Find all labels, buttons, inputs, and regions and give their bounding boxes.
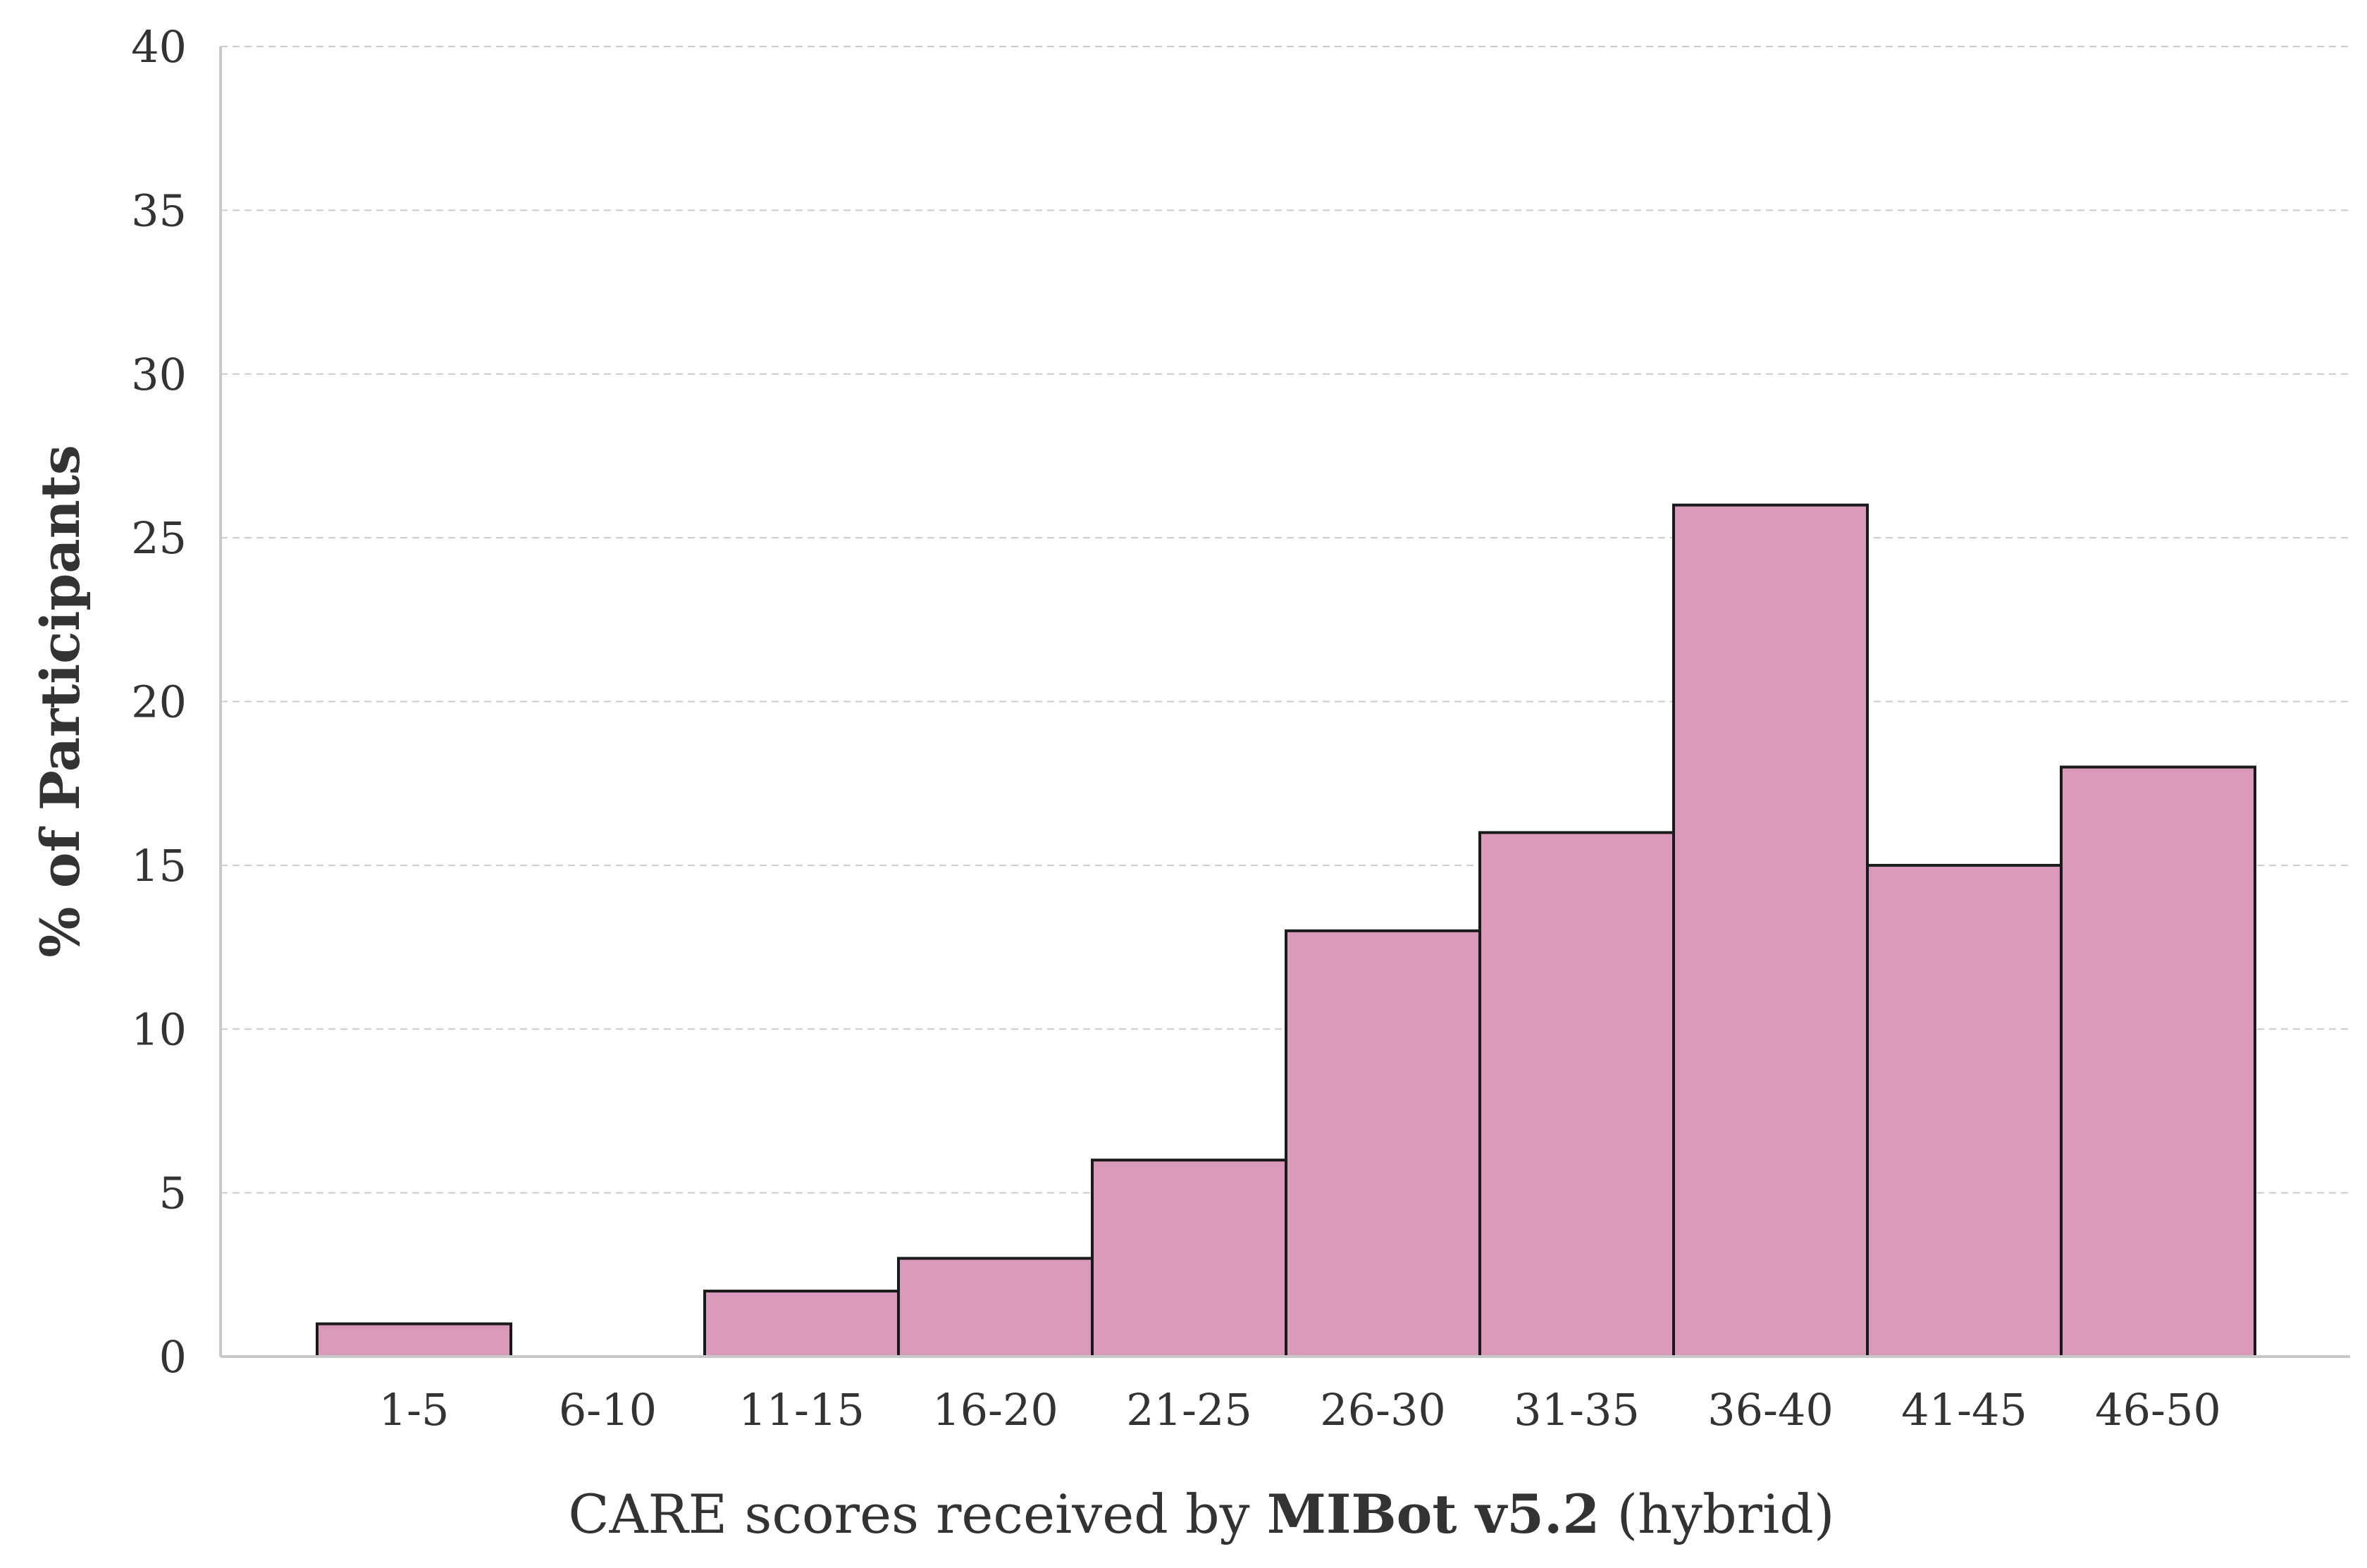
x-tick-label: 16-20 <box>932 1384 1058 1436</box>
bar-26-30 <box>1285 929 1481 1358</box>
x-axis-label-suffix: (hybrid) <box>1600 1483 1834 1545</box>
y-tick-labels: 0 5 10 15 20 25 30 35 40 <box>131 21 187 1383</box>
bar-31-35 <box>1478 831 1675 1358</box>
y-tick-label: 20 <box>131 677 187 728</box>
y-tick-label: 15 <box>131 840 187 891</box>
x-tick-label: 31-35 <box>1514 1384 1640 1436</box>
y-axis-label: % of Participants <box>29 445 92 958</box>
x-axis-label: CARE scores received by MIBot v5.2 (hybr… <box>568 1483 1834 1545</box>
bars <box>316 503 2256 1359</box>
x-axis-label-emphasis: MIBot v5.2 <box>1267 1483 1600 1545</box>
y-tick-label: 0 <box>159 1331 187 1383</box>
bar-11-15 <box>703 1290 900 1359</box>
x-axis-label-prefix: CARE scores received by <box>568 1483 1266 1545</box>
x-tick-label: 41-45 <box>1901 1384 2027 1436</box>
x-tick-label: 36-40 <box>1707 1384 1834 1436</box>
x-tick-label: 26-30 <box>1320 1384 1446 1436</box>
x-tick-label: 11-15 <box>738 1384 865 1436</box>
bar-36-40 <box>1672 503 1869 1358</box>
y-tick-label: 10 <box>131 1004 187 1055</box>
y-tick-label: 30 <box>131 349 187 400</box>
bar-46-50 <box>2060 765 2256 1358</box>
bar-41-45 <box>1866 863 2063 1358</box>
x-tick-label: 1-5 <box>379 1384 450 1436</box>
y-tick-label: 40 <box>131 21 187 73</box>
x-tick-labels: 1-5 6-10 11-15 16-20 21-25 26-30 31-35 36-40 41-… <box>379 1384 2221 1436</box>
bar-16-20 <box>897 1257 1094 1358</box>
y-tick-label: 25 <box>131 512 187 564</box>
x-tick-label: 6-10 <box>559 1384 657 1436</box>
bar-1-5 <box>316 1322 512 1359</box>
x-tick-label: 46-50 <box>2095 1384 2221 1436</box>
bar-21-25 <box>1091 1159 1287 1359</box>
y-tick-label: 5 <box>159 1168 187 1219</box>
y-tick-label: 35 <box>131 185 187 236</box>
x-tick-label: 21-25 <box>1126 1384 1252 1436</box>
